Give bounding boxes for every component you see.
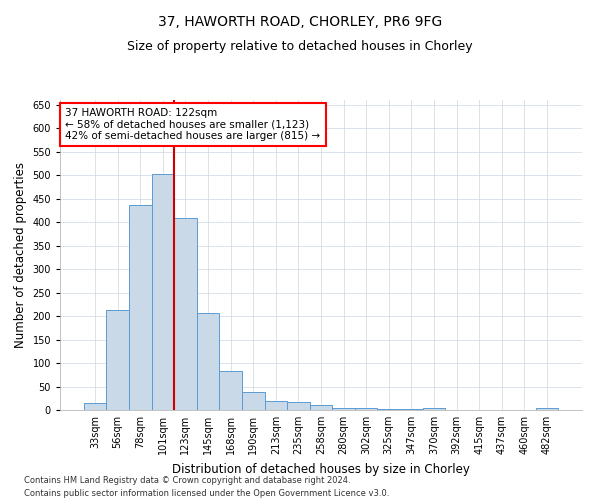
Bar <box>220 371 242 410</box>
Bar <box>332 408 355 410</box>
Text: Size of property relative to detached houses in Chorley: Size of property relative to detached ho… <box>127 40 473 53</box>
Bar <box>400 409 422 410</box>
Bar <box>84 403 106 410</box>
Bar <box>355 408 377 410</box>
Bar <box>106 310 129 410</box>
Text: 37 HAWORTH ROAD: 122sqm
← 58% of detached houses are smaller (1,123)
42% of semi: 37 HAWORTH ROAD: 122sqm ← 58% of detache… <box>65 108 320 141</box>
Bar <box>197 313 220 410</box>
Bar <box>310 406 332 410</box>
Text: Contains public sector information licensed under the Open Government Licence v3: Contains public sector information licen… <box>24 488 389 498</box>
Bar <box>174 218 197 410</box>
Bar <box>422 408 445 410</box>
Bar <box>377 409 400 410</box>
Bar <box>287 402 310 410</box>
Bar <box>265 401 287 410</box>
Bar <box>536 408 558 410</box>
X-axis label: Distribution of detached houses by size in Chorley: Distribution of detached houses by size … <box>172 462 470 475</box>
Y-axis label: Number of detached properties: Number of detached properties <box>14 162 27 348</box>
Text: Contains HM Land Registry data © Crown copyright and database right 2024.: Contains HM Land Registry data © Crown c… <box>24 476 350 485</box>
Text: 37, HAWORTH ROAD, CHORLEY, PR6 9FG: 37, HAWORTH ROAD, CHORLEY, PR6 9FG <box>158 15 442 29</box>
Bar <box>129 204 152 410</box>
Bar <box>152 174 174 410</box>
Bar <box>242 392 265 410</box>
